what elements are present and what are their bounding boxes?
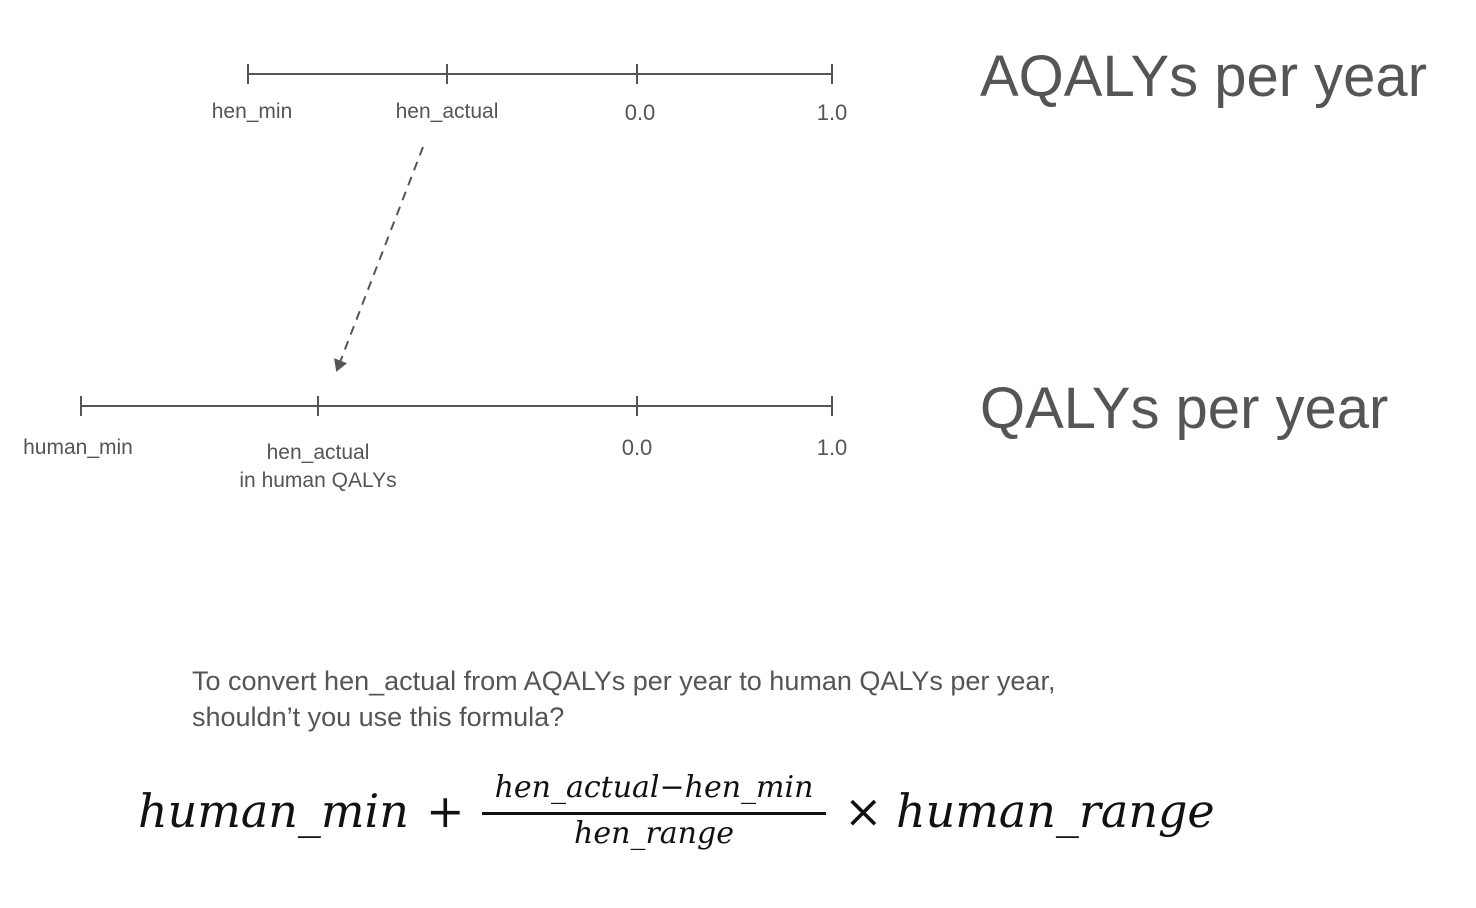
formula-numerator: hen_actual−hen_min (494, 770, 814, 805)
formula-plus: + (426, 784, 465, 838)
tick-label-one: 1.0 (817, 100, 848, 125)
qaly-scale-title: QALYs per year (980, 376, 1388, 441)
tick-label-hen-actual: hen_actual (396, 100, 499, 123)
mapping-arrow (334, 146, 424, 372)
qaly-scale: human_min hen_actual in human QALYs 0.0 … (23, 376, 1388, 492)
tick-label-zero: 0.0 (625, 100, 656, 125)
tick-label-hen-actual-human-line1: hen_actual (267, 441, 370, 464)
formula-denominator: hen_range (574, 816, 734, 851)
tick-label-hen-actual-human-line2: in human QALYs (239, 469, 396, 492)
question-text: To convert hen_actual from AQALYs per ye… (192, 663, 1292, 735)
tick-label-zero: 0.0 (622, 435, 653, 460)
aqaly-scale: hen_min hen_actual 0.0 1.0 AQALYs per ye… (212, 44, 1427, 125)
formula-fraction-bar (482, 812, 826, 815)
aqaly-scale-title: AQALYs per year (980, 44, 1427, 109)
formula-human-range: human_range (896, 784, 1215, 838)
question-line-2: shouldn’t you use this formula? (192, 702, 565, 732)
question-line-1: To convert hen_actual from AQALYs per ye… (192, 666, 1056, 696)
tick-label-one: 1.0 (817, 435, 848, 460)
formula-times: × (844, 784, 883, 838)
tick-label-human-min: human_min (23, 436, 133, 459)
scale-diagram: hen_min hen_actual 0.0 1.0 AQALYs per ye… (23, 44, 1427, 492)
tick-label-hen-min: hen_min (212, 100, 293, 123)
formula-human-min: human_min (138, 784, 409, 838)
